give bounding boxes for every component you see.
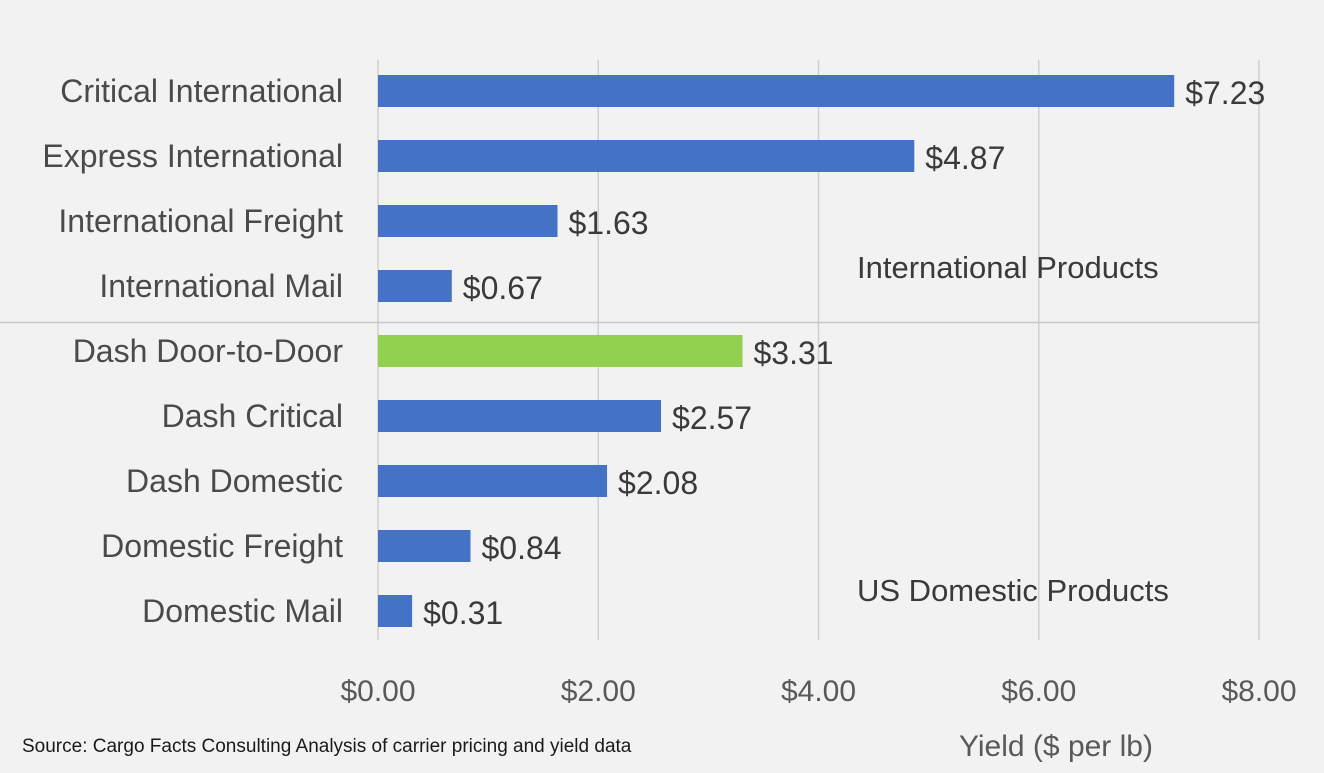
category-labels: Critical International Express Internatio… (42, 73, 343, 629)
value-label: $3.31 (754, 335, 834, 371)
category-label: International Freight (58, 203, 343, 239)
value-label: $0.67 (463, 270, 543, 306)
x-tick-label: $6.00 (1001, 675, 1076, 708)
bar (378, 465, 608, 497)
category-label: Dash Critical (162, 398, 343, 434)
category-label: Dash Domestic (126, 463, 343, 499)
bar (378, 270, 452, 302)
x-tick-label: $8.00 (1221, 675, 1296, 708)
category-label: Express International (42, 138, 343, 174)
bar (378, 205, 558, 237)
x-axis-title: Yield ($ per lb) (959, 730, 1153, 763)
bar (378, 335, 743, 367)
category-label: International Mail (99, 268, 343, 304)
bar (378, 75, 1175, 107)
value-label: $7.23 (1185, 75, 1265, 111)
value-label: $0.84 (482, 530, 562, 566)
category-label: Domestic Freight (101, 528, 343, 564)
bar (378, 400, 662, 432)
category-label: Dash Door-to-Door (73, 333, 344, 369)
bar (378, 140, 915, 172)
bar (378, 530, 471, 562)
value-label: $2.08 (618, 465, 698, 501)
group-labels: International Products US Domestic Produc… (857, 250, 1169, 608)
value-label: $0.31 (423, 595, 503, 631)
x-tick-labels: $0.00 $2.00 $4.00 $6.00 $8.00 (340, 675, 1296, 708)
group-label: US Domestic Products (857, 573, 1169, 608)
x-tick-label: $4.00 (781, 675, 856, 708)
source-note: Source: Cargo Facts Consulting Analysis … (22, 736, 632, 757)
value-label: $1.63 (569, 205, 649, 241)
value-labels: $7.23 $4.87 $1.63 $0.67 $3.31$2.57 $2.08 $0.84… (423, 75, 1265, 631)
x-tick-label: $0.00 (340, 675, 415, 708)
value-label: $4.87 (925, 140, 1005, 176)
category-label: Critical International (60, 73, 343, 109)
bars (378, 75, 1175, 627)
bar (378, 595, 413, 627)
x-tick-label: $2.00 (561, 675, 636, 708)
group-label: International Products (857, 250, 1159, 285)
value-label: $2.57 (672, 400, 752, 436)
category-label: Domestic Mail (142, 593, 343, 629)
